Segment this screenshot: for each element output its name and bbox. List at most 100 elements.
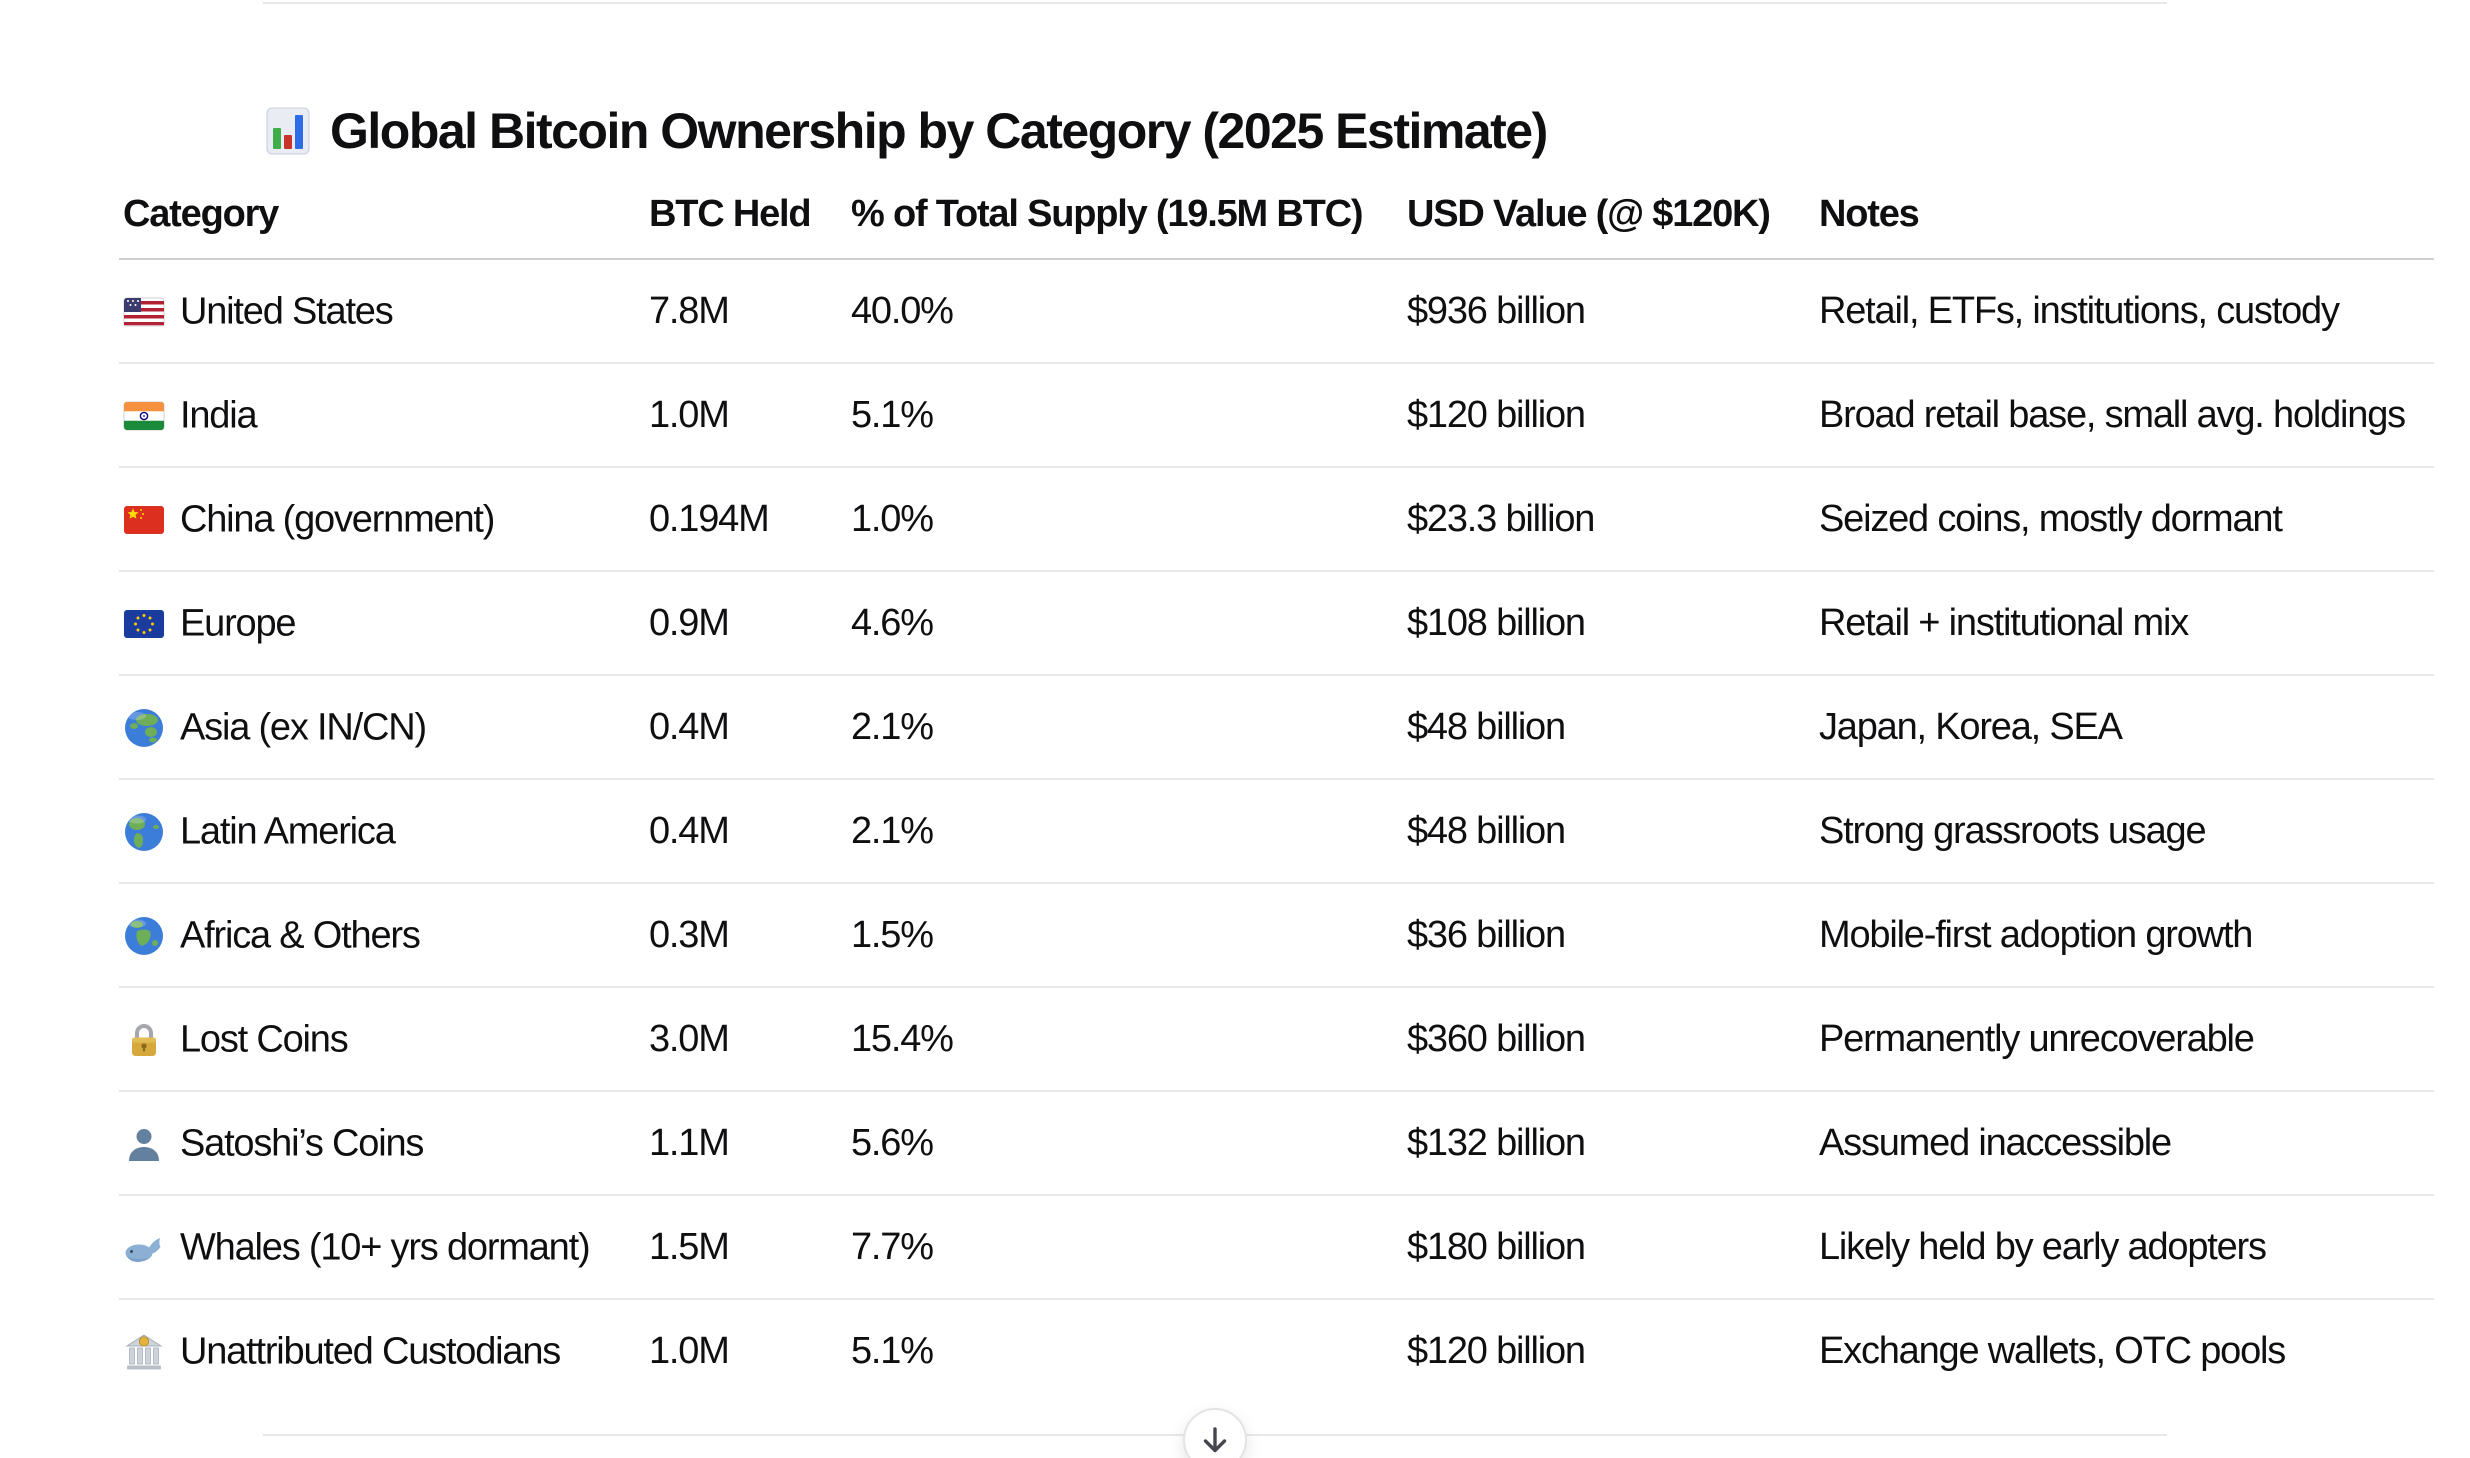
notes-cell: Japan, Korea, SEA: [1815, 675, 2434, 780]
btc-held-cell: 0.4M: [645, 675, 847, 780]
btc-held-cell: 1.1M: [645, 1091, 847, 1196]
table-header: Category BTC Held % of Total Supply (19.…: [119, 170, 2434, 260]
pct-supply-cell: 5.1%: [847, 363, 1403, 468]
usd-value-cell: $48 billion: [1403, 779, 1815, 884]
usd-value-cell: $23.3 billion: [1403, 467, 1815, 572]
btc-ownership-table: Category BTC Held % of Total Supply (19.…: [119, 170, 2434, 1402]
column-header-notes: Notes: [1815, 170, 2434, 260]
usd-value-cell: $120 billion: [1407, 1329, 1586, 1372]
page-title-text: Global Bitcoin Ownership by Category (20…: [330, 102, 1548, 159]
category-label: Asia (ex IN/CN): [180, 706, 427, 749]
usd-value-cell: $120 billion: [1403, 363, 1815, 468]
column-header-pct-supply: % of Total Supply (19.5M BTC): [847, 170, 1403, 260]
notes-cell: Mobile-first adoption growth: [1815, 883, 2434, 988]
arrow-down-icon: [1200, 1424, 1230, 1456]
pct-supply-cell: 5.1%: [851, 1329, 934, 1372]
table-row: Europe 0.9M 4.6% $108 billion Retail + insti…: [119, 571, 2434, 676]
pct-supply-cell: 40.0%: [847, 259, 1403, 364]
table-body: United States 7.8M 40.0% $936 billion Retail…: [119, 259, 2434, 1402]
category-cell: Latin America: [119, 779, 645, 884]
bar-chart-icon: [266, 107, 310, 155]
us-flag-icon: [123, 291, 165, 333]
category-cell: Whales (10+ yrs dormant): [119, 1195, 645, 1300]
category-label: Satoshi’s Coins: [180, 1122, 424, 1165]
usd-value-cell: $36 billion: [1403, 883, 1815, 988]
usd-value-cell: $936 billion: [1403, 259, 1815, 364]
china-flag-icon: [123, 499, 165, 541]
usd-value-cell: $48 billion: [1403, 675, 1815, 780]
notes-cell: Permanently unrecoverable: [1815, 987, 2434, 1092]
category-cell: United States: [119, 259, 645, 364]
scroll-to-bottom-button[interactable]: [1183, 1408, 1247, 1458]
btc-held-cell: 0.9M: [645, 571, 847, 676]
usd-value-cell: $108 billion: [1403, 571, 1815, 676]
page-title: Global Bitcoin Ownership by Category (20…: [266, 102, 1548, 159]
table-row: United States 7.8M 40.0% $936 billion Retail…: [119, 259, 2434, 364]
column-header-btc-held: BTC Held: [645, 170, 847, 260]
lock-icon: [123, 1019, 165, 1061]
category-label: India: [180, 394, 258, 437]
notes-cell: Broad retail base, small avg. holdings: [1815, 363, 2434, 468]
eu-flag-icon: [123, 603, 165, 645]
category-label: Latin America: [180, 810, 396, 853]
bank-icon: [123, 1331, 165, 1373]
notes-cell: Strong grassroots usage: [1815, 779, 2434, 884]
btc-held-cell: 7.8M: [645, 259, 847, 364]
table-row: Satoshi’s Coins 1.1M 5.6% $132 billion Assum…: [119, 1091, 2434, 1196]
category-label: Europe: [180, 602, 297, 645]
btc-held-cell: 0.3M: [645, 883, 847, 988]
content-top-divider: [263, 2, 2167, 4]
category-label: Africa & Others: [180, 914, 421, 957]
category-label: Unattributed Custodians: [180, 1330, 561, 1373]
pct-supply-cell: 15.4%: [847, 987, 1403, 1092]
pct-supply-cell: 2.1%: [847, 675, 1403, 780]
table-row: Whales (10+ yrs dormant) 1.5M 7.7% $180 bil…: [119, 1195, 2434, 1300]
notes-cell: Assumed inaccessible: [1815, 1091, 2434, 1196]
btc-held-cell: 0.194M: [645, 467, 847, 572]
globe-africa-icon: [123, 915, 165, 957]
category-cell: Satoshi’s Coins: [119, 1091, 645, 1196]
btc-held-cell: 3.0M: [645, 987, 847, 1092]
category-cell: Asia (ex IN/CN): [119, 675, 645, 780]
person-icon: [123, 1123, 165, 1165]
usd-value-cell: $360 billion: [1403, 987, 1815, 1092]
category-cell: China (government): [119, 467, 645, 572]
pct-supply-cell: 1.0%: [847, 467, 1403, 572]
column-header-category: Category: [119, 170, 645, 260]
category-cell: Africa & Others: [119, 883, 645, 988]
category-cell: Unattributed Custodians: [119, 1299, 645, 1402]
pct-supply-cell: 5.6%: [847, 1091, 1403, 1196]
notes-cell: Retail, ETFs, institutions, custody: [1815, 259, 2434, 364]
notes-cell: Seized coins, mostly dormant: [1815, 467, 2434, 572]
globe-americas-icon: [123, 811, 165, 853]
table-row: India 1.0M 5.1% $120 billion Broad retail ba…: [119, 363, 2434, 468]
table-row: Lost Coins 3.0M 15.4% $360 billion Permanent…: [119, 987, 2434, 1092]
btc-held-cell: 1.0M: [645, 363, 847, 468]
category-label: Whales (10+ yrs dormant): [180, 1226, 591, 1269]
category-label: United States: [180, 290, 394, 333]
usd-value-cell: $132 billion: [1403, 1091, 1815, 1196]
column-header-usd-value: USD Value (@ $120K): [1403, 170, 1815, 260]
india-flag-icon: [123, 395, 165, 437]
table-row: Asia (ex IN/CN) 0.4M 2.1% $48 billion Japan,…: [119, 675, 2434, 780]
table-row: Latin America 0.4M 2.1% $48 billion Strong g…: [119, 779, 2434, 884]
category-cell: India: [119, 363, 645, 468]
notes-cell: Likely held by early adopters: [1815, 1195, 2434, 1300]
notes-cell: Retail + institutional mix: [1815, 571, 2434, 676]
category-cell: Europe: [119, 571, 645, 676]
usd-value-cell: $180 billion: [1403, 1195, 1815, 1300]
pct-supply-cell: 1.5%: [847, 883, 1403, 988]
whale-icon: [123, 1227, 165, 1269]
table-row: China (government) 0.194M 1.0% $23.3 billio…: [119, 467, 2434, 572]
notes-cell: Exchange wallets, OTC pools: [1819, 1329, 2286, 1372]
pct-supply-cell: 4.6%: [847, 571, 1403, 676]
pct-supply-cell: 7.7%: [847, 1195, 1403, 1300]
btc-held-cell: 1.0M: [649, 1329, 730, 1372]
category-cell: Lost Coins: [119, 987, 645, 1092]
globe-asia-icon: [123, 707, 165, 749]
table-row: Unattributed Custodians 1.0M 5.1% $120 bill…: [119, 1299, 2434, 1402]
btc-held-cell: 1.5M: [645, 1195, 847, 1300]
header-row: Category BTC Held % of Total Supply (19.…: [119, 170, 2434, 260]
pct-supply-cell: 2.1%: [847, 779, 1403, 884]
